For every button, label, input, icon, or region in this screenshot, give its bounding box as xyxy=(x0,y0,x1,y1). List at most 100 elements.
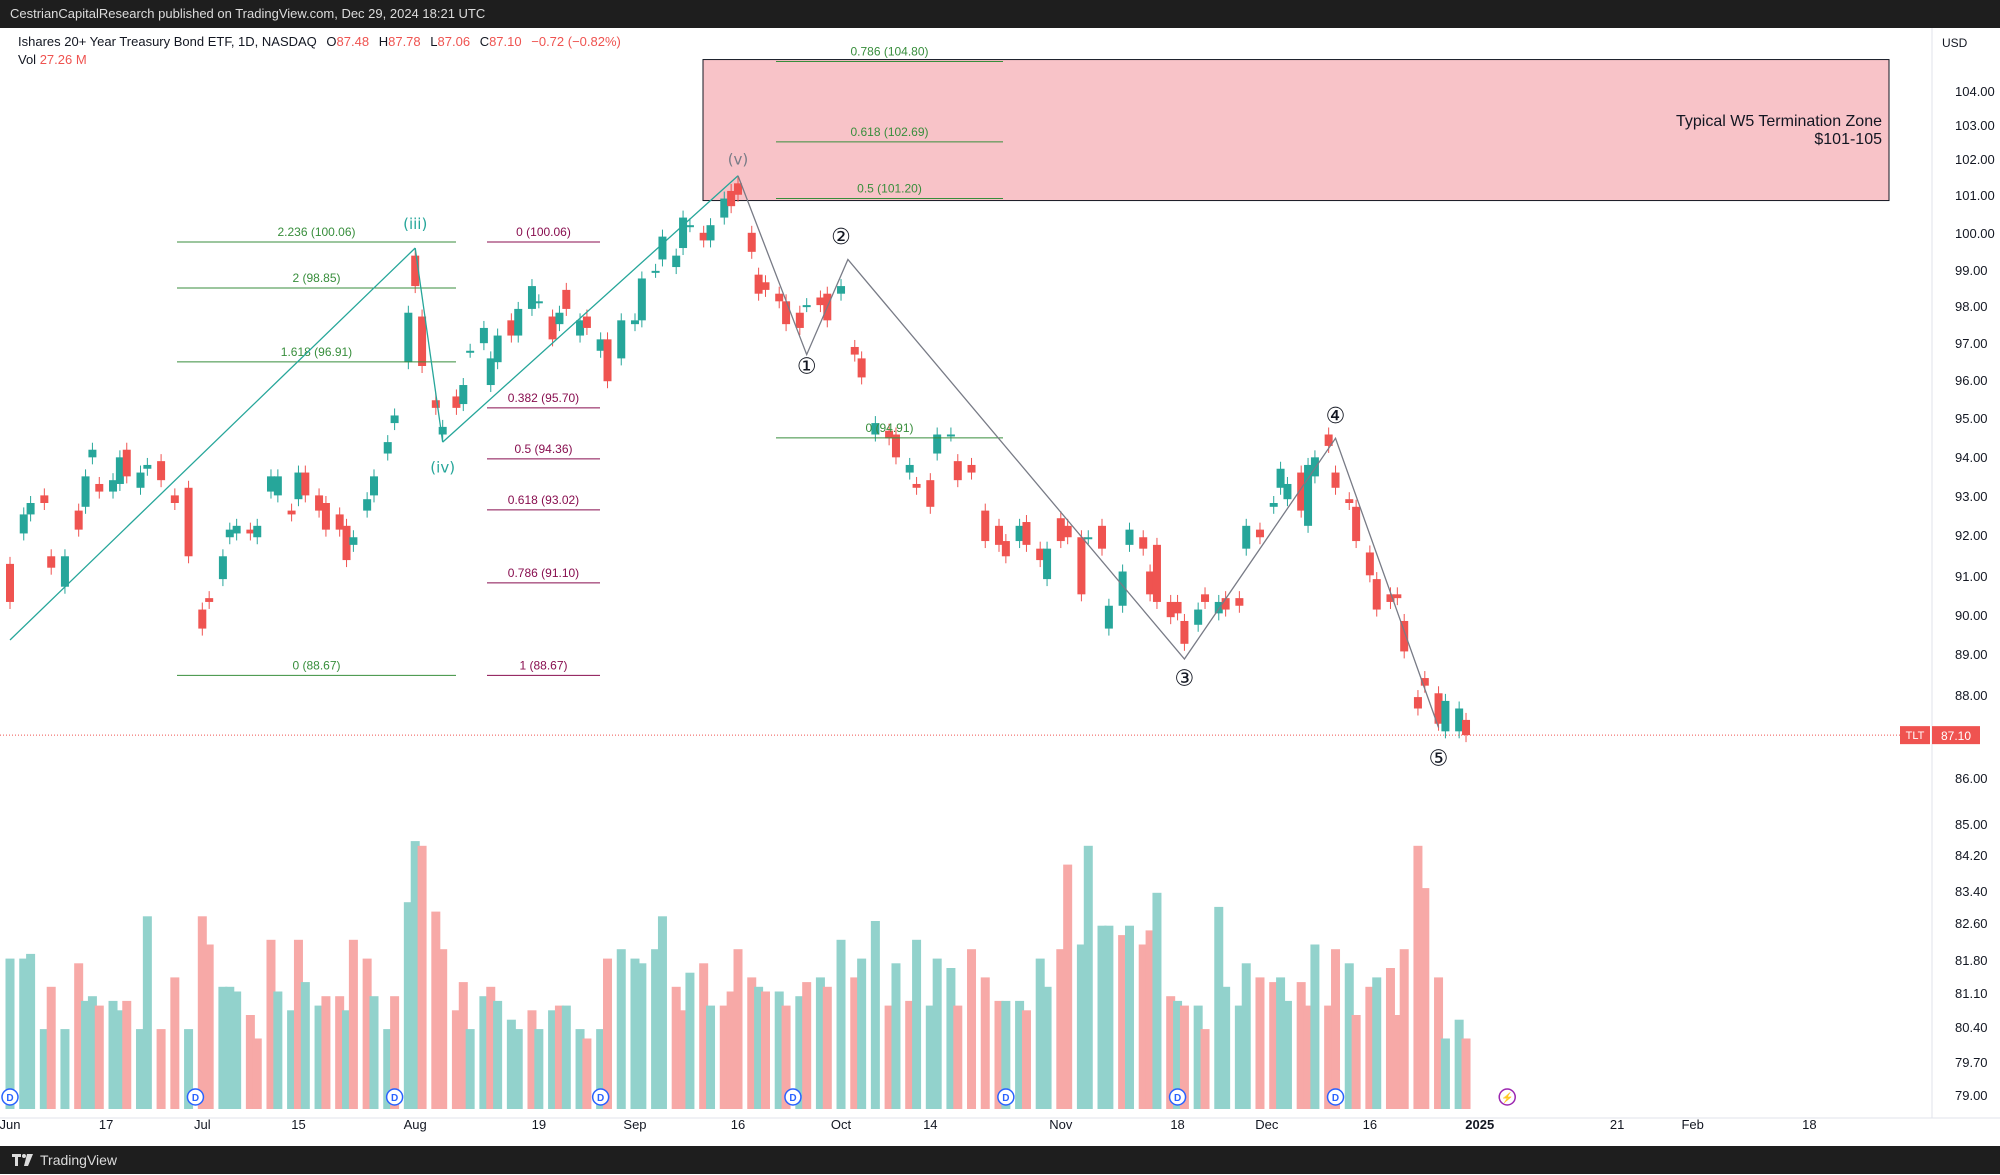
y-tick-label: 101.00 xyxy=(1955,188,1995,203)
candle-body xyxy=(486,358,495,386)
volume-value: 27.26 M xyxy=(39,52,87,67)
candle-body xyxy=(994,525,1003,545)
volume-bar xyxy=(1063,864,1073,1109)
candle-body xyxy=(637,278,646,321)
candle-body xyxy=(1118,571,1127,606)
fib-purple-label: 1 (88.67) xyxy=(519,658,567,672)
candle-body xyxy=(1441,700,1450,732)
candle-body xyxy=(850,346,859,355)
candle-body xyxy=(706,225,715,241)
y-tick-label: 86.00 xyxy=(1955,771,1988,786)
candle-body xyxy=(1077,537,1086,595)
candle-body xyxy=(658,236,667,260)
candle-body xyxy=(6,563,14,602)
volume-bar xyxy=(760,991,770,1109)
y-tick-label: 89.00 xyxy=(1955,647,1988,662)
volume-bar xyxy=(293,939,303,1109)
candle-body xyxy=(1345,499,1354,503)
candle-body xyxy=(266,476,275,492)
fib-levels: 2.236 (100.06) 2 (98.85) 1.618 (96.91) 0 (8… xyxy=(177,45,1003,676)
candle-body xyxy=(651,270,660,273)
dividend-label: D xyxy=(391,1093,398,1104)
wave-label: ④ xyxy=(1326,404,1346,429)
x-tick-label: Feb xyxy=(1681,1117,1703,1132)
volume-bar xyxy=(630,958,640,1109)
candle-body xyxy=(81,476,90,507)
volume-bar xyxy=(1021,1010,1031,1109)
volume-bar xyxy=(1331,949,1341,1109)
volume-bar xyxy=(252,1038,262,1109)
candle-body xyxy=(184,487,193,557)
y-tick-label: 90.00 xyxy=(1955,608,1988,623)
volume-bar xyxy=(1413,845,1423,1109)
volume-bar xyxy=(1269,982,1279,1109)
volume-bar xyxy=(1282,1000,1292,1109)
volume-bar xyxy=(603,958,613,1109)
candle-body xyxy=(404,312,413,363)
publish-header: CestrianCapitalResearch published on Tra… xyxy=(0,0,2000,28)
volume-bar xyxy=(390,996,400,1109)
candle-body xyxy=(1242,525,1251,549)
volume-bar xyxy=(1076,944,1086,1109)
candle-body xyxy=(287,510,296,515)
volume-bar xyxy=(527,1010,537,1109)
volume-bar xyxy=(582,1038,592,1109)
candle-body xyxy=(232,525,241,534)
zone-title: Typical W5 Termination Zone xyxy=(1676,113,1882,130)
volume-bar xyxy=(575,1029,585,1109)
candles xyxy=(6,176,1471,743)
candle-body xyxy=(1221,598,1230,610)
volume-bar xyxy=(1392,1015,1402,1109)
candle-body xyxy=(871,423,880,435)
y-tick-label: 85.00 xyxy=(1955,817,1988,832)
candle-body xyxy=(1304,464,1313,526)
last-price-label: 87.10 xyxy=(1941,729,1971,743)
candle-body xyxy=(747,232,756,252)
candle-body xyxy=(157,461,166,481)
volume-bar xyxy=(225,986,235,1109)
wave-label: ⑤ xyxy=(1429,747,1449,772)
candle-body xyxy=(438,426,447,435)
fib-green-label: 2 (98.85) xyxy=(292,271,340,285)
candle-body xyxy=(967,464,976,473)
currency-label: USD xyxy=(1942,36,1968,50)
legend-low: 87.06 xyxy=(437,34,471,49)
y-tick-label: 84.20 xyxy=(1955,848,1988,863)
legend-change: −0.72 (−0.82%) xyxy=(531,34,621,49)
y-tick-label: 91.00 xyxy=(1955,569,1988,584)
volume-bar xyxy=(857,958,867,1109)
candle-body xyxy=(802,305,811,308)
x-tick-label: Jun xyxy=(0,1117,20,1132)
candle-body xyxy=(301,472,310,496)
candle-body xyxy=(411,255,420,287)
footer-brand: TradingView xyxy=(40,1152,118,1168)
candle-body xyxy=(1324,434,1333,446)
volume-bar xyxy=(946,968,956,1109)
candle-body xyxy=(1365,552,1374,576)
candle-body xyxy=(782,301,791,325)
volume-bar xyxy=(1138,944,1148,1109)
volume-bar xyxy=(348,939,358,1109)
volume-bar xyxy=(431,911,441,1109)
volume-bar xyxy=(1179,1005,1189,1109)
price-chart[interactable]: Typical W5 Termination Zone$101-105 2.23… xyxy=(0,28,2000,1146)
volume-bar xyxy=(781,1005,791,1109)
volume-bar xyxy=(925,1005,935,1109)
volume-bar xyxy=(1385,968,1395,1109)
x-tick-label: Oct xyxy=(831,1117,852,1132)
volume-bar xyxy=(465,1029,475,1109)
volume-bar xyxy=(266,939,276,1109)
dividend-label: D xyxy=(1332,1093,1339,1104)
candle-body xyxy=(109,480,118,492)
volume-bar xyxy=(1056,949,1066,1109)
volume-bar xyxy=(548,1010,558,1109)
volume-bar xyxy=(410,841,420,1109)
dividend-label: D xyxy=(6,1093,13,1104)
candle-body xyxy=(933,434,942,454)
candle-body xyxy=(1420,678,1429,686)
volume-bar xyxy=(1221,986,1231,1109)
volume-bar xyxy=(802,982,812,1109)
candle-body xyxy=(603,339,612,382)
volume-bar xyxy=(534,1029,544,1109)
volume-bar xyxy=(458,982,468,1109)
